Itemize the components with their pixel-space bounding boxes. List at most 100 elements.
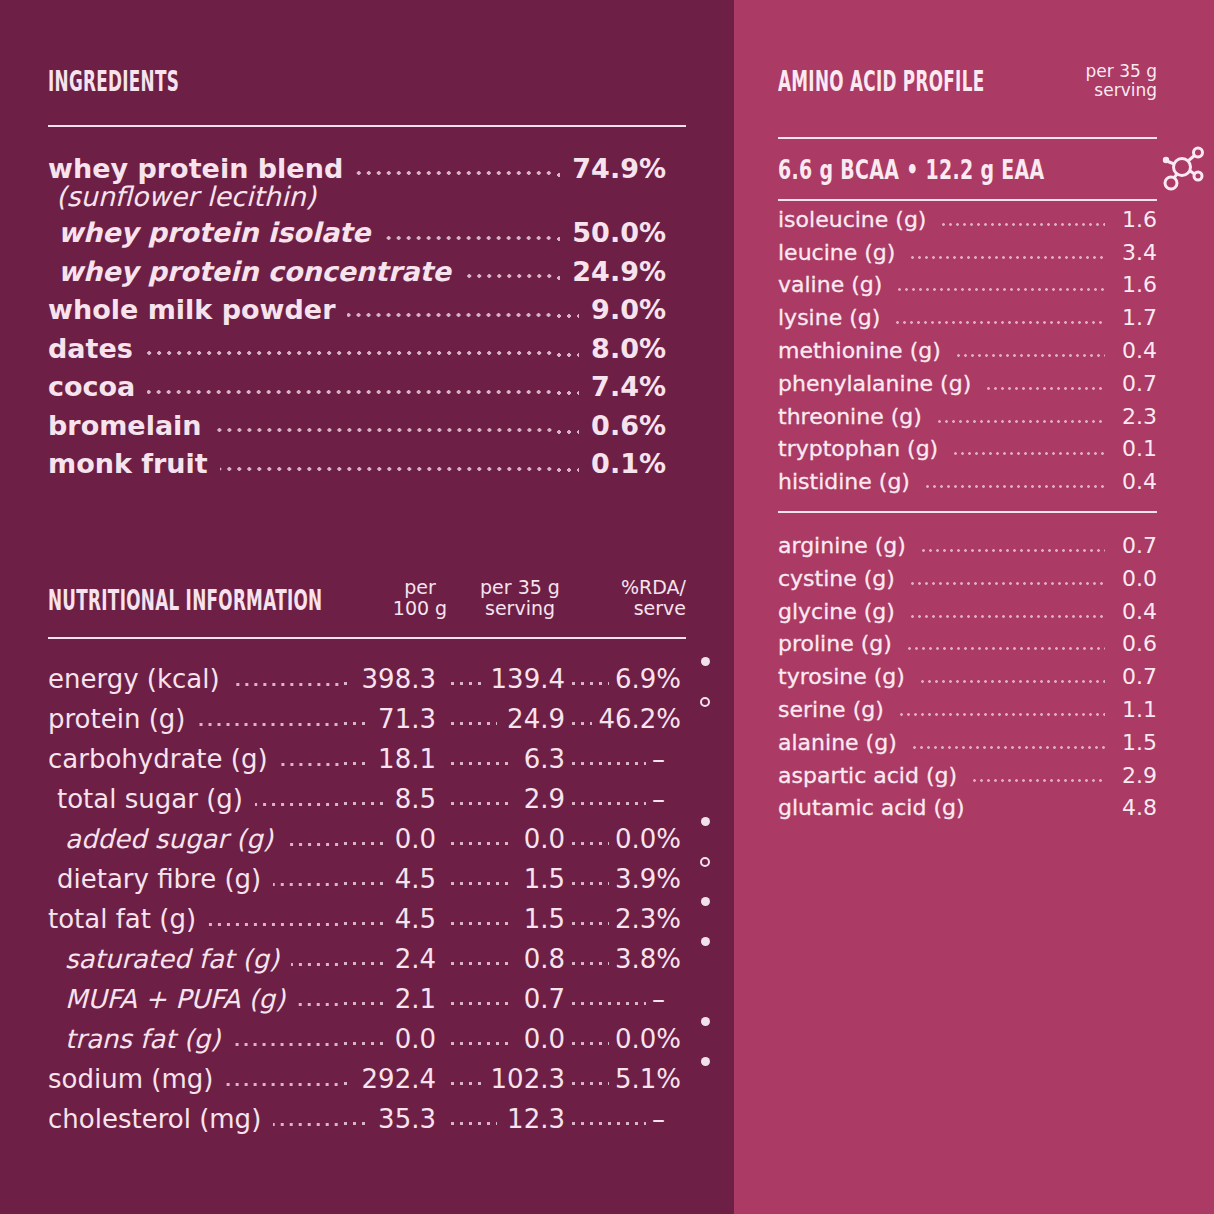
value-per-35g: 2.9 xyxy=(448,784,565,814)
ingredient-percent-value: 9.0% xyxy=(579,294,666,325)
filled-marker-dot xyxy=(701,937,710,946)
amino-grams: 0.7 xyxy=(1117,371,1157,396)
dotted-leader xyxy=(220,467,554,471)
value-per-35g: 0.0 xyxy=(448,824,565,854)
value-per-35g-value: 0.7 xyxy=(514,984,565,1014)
ingredient-percent: 50.0% xyxy=(554,217,666,248)
column-header-per-100g: per 100 g xyxy=(370,577,470,619)
value-per-35g: 6.3 xyxy=(448,744,565,774)
value-per-100g: 71.3 xyxy=(341,704,436,734)
ingredient-percent: 24.9% xyxy=(554,256,666,287)
value-per-100g: 35.3 xyxy=(341,1104,436,1134)
amino-name: glutamic acid (g) xyxy=(778,795,965,820)
nutrient-name: total fat (g) xyxy=(48,904,196,934)
nutrient-name: trans fat (g) xyxy=(48,1024,220,1054)
ingredient-row: bromelain0.6% xyxy=(48,406,666,445)
amino-grams: 4.8 xyxy=(1117,795,1157,820)
ingredient-item: bromelain0.6% xyxy=(48,406,686,445)
nutrition-table: energy (kcal)398.3139.46.9%protein (g)71… xyxy=(48,659,686,1139)
value-per-100g: 2.4 xyxy=(341,944,436,974)
dotted-leader xyxy=(145,351,554,355)
ingredient-percent: 0.1% xyxy=(554,448,666,479)
ingredient-name: cocoa xyxy=(48,371,135,402)
ingredient-item: dates8.0% xyxy=(48,329,686,368)
bcaa-eaa-summary: 6.6 g BCAA • 12.2 g EAA xyxy=(778,139,1157,199)
value-per-35g-value: 0.0 xyxy=(514,1024,565,1054)
nutrition-label: INGREDIENTS whey protein blend74.9%(sunf… xyxy=(0,0,1214,1214)
amino-row: glycine (g) 0.4 xyxy=(778,595,1157,628)
ingredient-percent-value: 24.9% xyxy=(560,256,666,287)
dotted-leader xyxy=(297,1003,341,1006)
value-rda: 46.2% xyxy=(569,704,681,734)
dotted-leader xyxy=(936,420,1105,423)
value-per-35g: 1.5 xyxy=(448,864,565,894)
ingredient-row: whole milk powder9.0% xyxy=(48,291,666,330)
dotted-leader xyxy=(382,236,554,240)
amino-grams: 0.4 xyxy=(1117,469,1157,494)
amino-grams: 0.6 xyxy=(1117,631,1157,656)
filled-marker-dot xyxy=(701,657,710,666)
value-per-100g: 0.0 xyxy=(341,1024,436,1054)
value-per-100g-value: 0.0 xyxy=(385,824,436,854)
amino-row: cystine (g)0.0 xyxy=(778,562,1157,595)
dotted-leader xyxy=(273,1123,341,1126)
value-per-100g: 4.5 xyxy=(341,904,436,934)
ingredients-title: INGREDIENTS xyxy=(48,67,418,96)
ingredient-item: whey protein concentrate 24.9% xyxy=(48,252,686,291)
amino-grams: 2.9 xyxy=(1117,763,1157,788)
amino-title: AMINO ACID PROFILE xyxy=(778,67,998,96)
dotted-leader xyxy=(273,883,341,886)
value-per-100g-value: 0.0 xyxy=(385,1024,436,1054)
nutrient-name: sodium (mg) xyxy=(48,1064,213,1094)
ingredient-name: bromelain xyxy=(48,410,202,441)
dotted-leader xyxy=(280,763,341,766)
value-rda-value: 3.9% xyxy=(609,864,681,894)
nutrition-header: NUTRITIONAL INFORMATION per 100 g per 35… xyxy=(48,559,686,621)
dotted-leader xyxy=(924,485,1105,488)
amino-row: tryptophan (g)0.1 xyxy=(778,433,1157,466)
dotted-leader xyxy=(147,390,554,394)
amino-name: proline (g) xyxy=(778,631,892,656)
value-per-35g-value: 0.8 xyxy=(514,944,565,974)
ingredient-name: monk fruit xyxy=(48,448,208,479)
value-rda-value: – xyxy=(646,744,681,774)
dotted-leader xyxy=(463,274,554,278)
ingredient-name: whey protein concentrate xyxy=(48,256,451,287)
value-per-35g-value: 102.3 xyxy=(481,1064,565,1094)
amino-name: phenylalanine (g) xyxy=(778,371,971,396)
value-per-100g-value: 4.5 xyxy=(385,864,436,894)
value-per-100g-value: 18.1 xyxy=(368,744,436,774)
ingredient-note: (sunflower lecithin) xyxy=(48,179,686,214)
divider xyxy=(48,125,686,127)
amino-row: tyrosine (g)0.7 xyxy=(778,660,1157,693)
amino-grams: 0.1 xyxy=(1117,436,1157,461)
value-per-100g-value: 2.4 xyxy=(385,944,436,974)
dotted-leader xyxy=(208,923,341,926)
amino-row: arginine (g)0.7 xyxy=(778,529,1157,562)
value-per-100g: 2.1 xyxy=(341,984,436,1014)
value-per-100g-value: 2.1 xyxy=(385,984,436,1014)
value-per-100g: 18.1 xyxy=(341,744,436,774)
value-rda-value: 6.9% xyxy=(609,664,681,694)
nutrition-row: sodium (mg)292.4102.35.1% xyxy=(48,1059,681,1099)
dotted-leader xyxy=(197,723,341,726)
amino-grams: 0.0 xyxy=(1117,566,1157,591)
amino-row: methionine (g)0.4 xyxy=(778,334,1157,367)
amino-name: glycine (g) xyxy=(778,599,895,624)
value-rda: 0.0% xyxy=(569,824,681,854)
value-per-35g-value: 1.5 xyxy=(514,904,565,934)
amino-row: proline (g) 0.6 xyxy=(778,628,1157,661)
amino-grams: 0.4 xyxy=(1117,599,1157,624)
dotted-leader xyxy=(909,582,1105,585)
value-per-100g-value: 71.3 xyxy=(368,704,436,734)
amino-panel: AMINO ACID PROFILE per 35 g serving 6.6 … xyxy=(734,0,1214,1214)
nutrition-row: added sugar (g)0.00.00.0% xyxy=(48,819,681,859)
dotted-leader xyxy=(909,256,1105,259)
column-header-per-35g: per 35 g serving xyxy=(470,577,570,619)
value-per-35g: 12.3 xyxy=(448,1104,565,1134)
value-per-100g-value: 4.5 xyxy=(385,904,436,934)
ingredient-row: whey protein concentrate 24.9% xyxy=(48,252,666,291)
value-per-35g: 0.0 xyxy=(448,1024,565,1054)
ingredient-percent: 7.4% xyxy=(554,371,666,402)
amino-row: aspartic acid (g)2.9 xyxy=(778,759,1157,792)
